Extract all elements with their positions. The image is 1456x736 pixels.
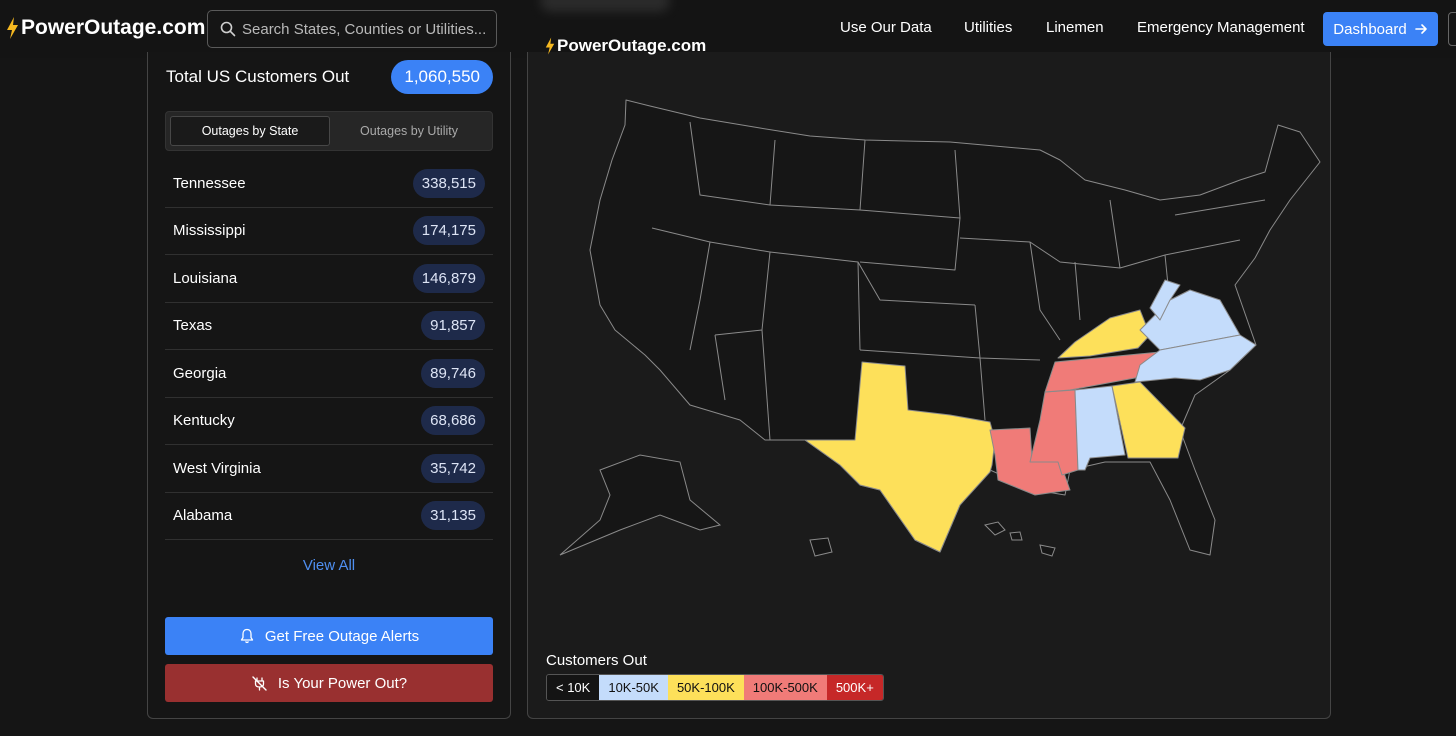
list-item[interactable]: Alabama 31,135 [165,493,493,540]
list-item[interactable]: Georgia 89,746 [165,350,493,398]
legend-item-under-10k: < 10K [547,675,600,700]
georgia-state-shape [1111,381,1186,459]
arrow-right-icon [1414,24,1427,34]
top-navbar: PowerOutage.com Use Our Data Utilities L… [0,0,1456,58]
legend-item-500k-plus: 500K+ [826,675,883,700]
total-customers-badge: 1,060,550 [391,60,493,94]
lightning-bolt-icon [7,17,18,39]
total-customers-label: Total US Customers Out [166,67,350,86]
list-item[interactable]: Louisiana 146,879 [165,255,493,303]
view-all-link[interactable]: View All [302,557,356,574]
list-item[interactable]: Texas 91,857 [165,303,493,350]
outage-count-badge: 338,515 [412,168,485,198]
tab-outages-by-state[interactable]: Outages by State [170,116,330,146]
west-virginia-state-shape [1149,279,1181,321]
state-name: Tennessee [173,174,246,192]
dashboard-button-label: Dashboard [1333,20,1407,38]
outage-count-badge: 89,746 [421,358,485,388]
bell-icon [240,628,254,644]
plug-off-icon [252,675,267,691]
list-item[interactable]: Kentucky 68,686 [165,398,493,445]
search-icon [220,21,236,37]
nav-link-emergency-management[interactable]: Emergency Management [1137,19,1305,36]
north-carolina-state-shape [1134,334,1257,383]
state-name: Kentucky [173,412,235,430]
total-customers-row: Total US Customers Out 1,060,550 [166,60,493,94]
report-power-out-label: Is Your Power Out? [277,674,408,692]
outage-count-badge: 31,135 [421,501,485,531]
legend-item-50k-100k: 50K-100K [667,675,744,700]
outage-count-badge: 35,742 [421,453,485,483]
search-input[interactable] [236,19,496,39]
outage-summary-panel: Total US Customers Out 1,060,550 Outages… [147,52,511,719]
texas-state-shape [804,361,996,553]
state-name: Louisiana [173,269,238,287]
state-outage-list: Tennessee 338,515 Mississippi 174,175 Lo… [165,160,493,540]
map-legend: < 10K 10K-50K 50K-100K 100K-500K 500K+ [546,674,884,701]
list-item[interactable]: Mississippi 174,175 [165,208,493,255]
nav-link-use-our-data[interactable]: Use Our Data [840,19,932,36]
get-outage-alerts-label: Get Free Outage Alerts [264,627,420,645]
map-watermark-text: PowerOutage.com [557,36,707,55]
tab-outages-by-utility[interactable]: Outages by Utility [360,124,458,138]
outage-count-badge: 91,857 [421,311,485,341]
search-box[interactable] [207,10,497,48]
legend-item-10k-50k: 10K-50K [599,675,668,700]
menu-button[interactable] [1448,12,1456,46]
blurred-element [540,0,670,12]
state-name: West Virginia [173,459,261,477]
us-outage-map[interactable] [527,90,1327,570]
hawaii-shape [984,521,1056,557]
map-watermark-logo: PowerOutage.com [545,36,706,56]
outage-count-badge: 174,175 [412,216,485,246]
outage-tabs: Outages by State Outages by Utility [165,111,493,151]
report-power-out-button[interactable]: Is Your Power Out? [165,664,493,702]
dashboard-button[interactable]: Dashboard [1323,12,1438,46]
site-logo[interactable]: PowerOutage.com [6,16,205,40]
kentucky-state-shape [1057,309,1151,359]
alaska-shape [559,454,722,556]
state-name: Mississippi [173,222,246,240]
legend-title: Customers Out [546,652,647,669]
state-name: Alabama [173,507,233,525]
lightning-bolt-icon [545,37,555,55]
state-name: Georgia [173,364,227,382]
get-outage-alerts-button[interactable]: Get Free Outage Alerts [165,617,493,655]
outage-count-badge: 68,686 [421,406,485,436]
legend-item-100k-500k: 100K-500K [743,675,827,700]
outage-count-badge: 146,879 [412,263,485,293]
list-item[interactable]: Tennessee 338,515 [165,160,493,208]
puerto-rico-shape [809,537,833,557]
nav-link-linemen[interactable]: Linemen [1046,19,1104,36]
site-logo-text: PowerOutage.com [21,16,206,39]
nav-link-utilities[interactable]: Utilities [964,19,1013,36]
list-item[interactable]: West Virginia 35,742 [165,445,493,493]
state-name: Texas [173,317,213,335]
